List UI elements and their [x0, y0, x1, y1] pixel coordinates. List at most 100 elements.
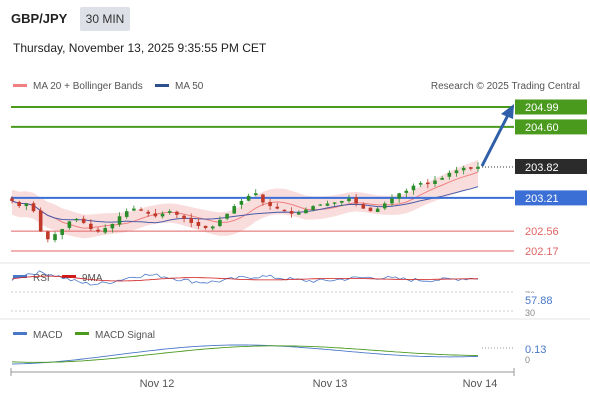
candles: [10, 162, 480, 243]
candle-body: [304, 209, 308, 214]
candle-body: [289, 211, 294, 214]
level-label-204-99: 204.99: [525, 102, 559, 114]
ma50-line: [11, 186, 479, 224]
level-label-203-21: 203.21: [525, 193, 559, 205]
candle-body: [461, 167, 466, 171]
rsi9ma-legend-label: 9MA: [82, 273, 103, 284]
rsi-legend-label: RSI: [33, 273, 50, 284]
candle-body: [476, 166, 480, 169]
candle-body: [74, 218, 79, 221]
candle-body: [81, 218, 86, 223]
candle-body: [440, 177, 444, 180]
rsi-value-label: 57.88: [525, 295, 553, 307]
candle-body: [189, 217, 194, 223]
macd-signal-line: [11, 345, 478, 363]
candle-body: [60, 229, 64, 235]
candle-body: [67, 221, 72, 228]
candle-body: [182, 215, 186, 219]
level-box-204-60: [515, 119, 587, 135]
candle-body: [225, 213, 229, 219]
candle-body: [332, 202, 337, 204]
candle-body: [103, 228, 107, 233]
candle-body: [318, 204, 323, 206]
candle-body: [411, 185, 416, 191]
candle-body: [418, 183, 423, 185]
candle-body: [53, 234, 57, 241]
macd-zero-tick: 0: [525, 355, 530, 365]
candle-body: [282, 209, 287, 212]
candle-body: [375, 208, 380, 212]
candle-body: [447, 172, 452, 177]
candle-body: [10, 198, 14, 201]
candle-body: [139, 209, 143, 211]
rsi-value-box: [515, 293, 585, 307]
candle-body: [426, 182, 430, 185]
level-box-203-21: [515, 190, 587, 206]
current-price-box: [515, 159, 587, 174]
candle-body: [24, 203, 29, 207]
macd-legend-swatch: [13, 332, 27, 335]
level-label-204-60: 204.60: [525, 122, 559, 134]
chart-header: GBP/JPY 30 MIN Thursday, November 13, 20…: [0, 0, 590, 60]
level-label-202-17: 202.17: [525, 246, 559, 258]
candle-body: [96, 229, 100, 232]
rsi-30-tick: 30: [525, 308, 535, 318]
macd-line: [11, 344, 479, 365]
candle-body: [454, 170, 459, 174]
forecast-arrow: [480, 114, 510, 167]
candle-body: [38, 210, 43, 232]
price-levels: 204.99 204.60 203.21 202.56 202.17: [11, 99, 587, 258]
macd-legend-label: MACD: [33, 330, 62, 341]
candle-body: [347, 198, 351, 202]
candle-body: [17, 201, 21, 207]
candle-body: [361, 204, 366, 209]
candle-body: [383, 203, 387, 209]
rsi-legend-swatch: [13, 275, 27, 278]
level-label-202-56: 202.56: [525, 226, 559, 238]
macd-signal-legend-label: MACD Signal: [95, 330, 155, 341]
currency-pair-title: GBP/JPY: [11, 11, 68, 26]
candle-body: [433, 180, 437, 184]
candle-body: [218, 219, 222, 227]
level-box-204-99: [515, 99, 587, 115]
candle-body: [175, 211, 179, 215]
ma20-legend-swatch: [13, 84, 27, 87]
candle-body: [368, 207, 373, 212]
candle-body: [232, 206, 237, 214]
candle-body: [390, 198, 394, 204]
candle-body: [110, 223, 115, 229]
candle-body: [203, 225, 208, 229]
timeframe-button[interactable]: 30 MIN: [80, 7, 130, 31]
candle-body: [153, 213, 158, 217]
ma50-legend-swatch: [155, 84, 169, 87]
candle-body: [354, 197, 358, 204]
bollinger-band: [12, 159, 478, 239]
candle-body: [239, 200, 244, 205]
rsi9ma-line: [11, 275, 479, 282]
candle-body: [261, 194, 265, 203]
candle-body: [196, 221, 201, 226]
ma20-legend-label: MA 20 + Bollinger Bands: [33, 81, 143, 92]
x-tick-nov12: Nov 12: [140, 378, 175, 390]
candle-body: [469, 167, 473, 169]
candle-body: [311, 206, 315, 211]
macd-value-label: 0.13: [525, 344, 546, 356]
candle-body: [160, 213, 165, 217]
candle-body: [210, 226, 215, 229]
candle-body: [404, 190, 409, 193]
candle-body: [339, 200, 344, 203]
candle-body: [117, 216, 122, 225]
x-tick-nov13: Nov 13: [313, 378, 348, 390]
candle-body: [253, 193, 258, 196]
candle-body: [89, 223, 93, 230]
candle-body: [31, 203, 36, 212]
candle-body: [275, 206, 280, 209]
candle-body: [46, 231, 50, 240]
ma50-legend-label: MA 50: [175, 81, 204, 92]
current-price-label: 203.82: [525, 162, 559, 174]
x-tick-nov14: Nov 14: [463, 378, 498, 390]
candle-body: [146, 211, 151, 214]
candle-body: [325, 203, 330, 206]
macd-signal-legend-swatch: [75, 332, 89, 335]
